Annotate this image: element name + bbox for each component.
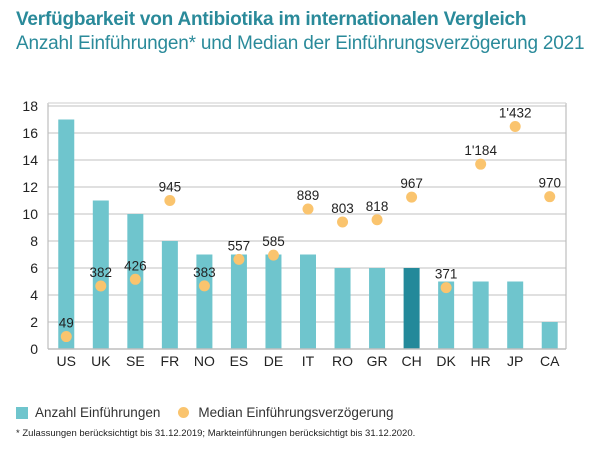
dot-it	[302, 203, 314, 215]
legend: Anzahl Einführungen Median Einführungsve…	[16, 405, 393, 420]
dots: 49 382 426 945 383 557 585 889 803 818 967 371 1'184…	[59, 106, 561, 343]
bar-uk	[92, 200, 109, 349]
dot-label: 382	[90, 265, 113, 280]
bar-jp	[507, 281, 524, 349]
bars	[58, 119, 558, 349]
y-tick-label: 6	[30, 260, 38, 276]
x-tick-label: ES	[230, 353, 249, 369]
dot-hr	[475, 158, 487, 170]
bar-de	[265, 254, 282, 349]
y-tick-label: 14	[22, 152, 38, 168]
dot-label: 585	[262, 234, 285, 249]
dot-label: 803	[331, 201, 354, 216]
bar-no	[196, 254, 213, 349]
dot-gr	[371, 214, 383, 226]
chart-title: Verfügbarkeit von Antibiotika im interna…	[16, 9, 527, 30]
dot-label: 383	[193, 265, 216, 280]
dot-ch	[406, 191, 418, 203]
legend-bar-swatch	[16, 406, 28, 419]
dot-no	[198, 280, 210, 292]
dot-ca	[544, 191, 556, 203]
dot-fr	[164, 194, 176, 206]
dot-label: 967	[400, 176, 423, 191]
x-tick-label: SE	[126, 353, 145, 369]
x-tick-label: GR	[367, 353, 388, 369]
x-tick-label: UK	[91, 353, 111, 369]
x-axis-ticks: US UK SE FR NO ES DE IT RO GR CH DK HR JP CA	[57, 353, 561, 369]
x-tick-label: US	[57, 353, 76, 369]
dot-jp	[509, 121, 521, 133]
chart-area: 0 2 4 6 8 10 12 14 16 18 US UK SE FR NO ES DE IT RO GR CH DK…	[22, 98, 567, 369]
y-tick-label: 18	[22, 98, 38, 114]
plot-frame	[47, 102, 567, 350]
x-tick-label: CH	[401, 353, 421, 369]
y-tick-label: 8	[30, 233, 38, 249]
dot-uk	[95, 280, 107, 292]
bar-ca	[541, 322, 558, 349]
y-tick-label: 2	[30, 314, 38, 330]
chart-subtitle: Anzahl Einführungen* und Median der Einf…	[16, 33, 585, 54]
y-axis-ticks: 0 2 4 6 8 10 12 14 16 18	[22, 98, 38, 357]
bar-it	[300, 254, 316, 349]
dot-label: 426	[124, 258, 147, 273]
dot-label: 945	[159, 179, 182, 194]
bar-ch	[403, 268, 420, 349]
legend-dot-swatch	[178, 407, 190, 418]
footnote: * Zulassungen berücksichtigt bis 31.12.2…	[16, 428, 416, 439]
legend-dot-label: Median Einführungsverzögerung	[198, 405, 394, 420]
bar-es	[230, 254, 247, 349]
dot-se	[129, 273, 141, 285]
x-tick-label: IT	[302, 353, 315, 369]
dot-label: 1'184	[464, 143, 497, 158]
bar-gr	[369, 268, 386, 349]
dot-es	[233, 253, 245, 265]
dot-label: 818	[366, 199, 389, 214]
x-tick-label: JP	[507, 353, 523, 369]
bar-hr	[472, 281, 489, 349]
y-tick-label: 16	[22, 125, 38, 141]
dot-de	[267, 249, 279, 261]
dot-label: 49	[59, 316, 74, 331]
bar-fr	[161, 241, 178, 349]
y-tick-label: 0	[30, 341, 38, 357]
x-tick-label: DE	[264, 353, 283, 369]
dot-dk	[440, 282, 452, 294]
x-tick-label: RO	[332, 353, 353, 369]
x-tick-label: DK	[436, 353, 456, 369]
dot-label: 889	[297, 188, 320, 203]
bar-us	[58, 119, 75, 349]
x-tick-label: CA	[540, 353, 560, 369]
x-tick-label: HR	[471, 353, 491, 369]
dot-label: 970	[538, 176, 561, 191]
y-tick-label: 4	[30, 287, 38, 303]
dot-label: 1'432	[499, 106, 532, 121]
dot-us	[60, 331, 72, 343]
y-tick-label: 12	[22, 179, 38, 195]
x-tick-label: FR	[161, 353, 180, 369]
dot-label: 557	[228, 238, 251, 253]
dot-ro	[337, 216, 349, 228]
legend-bar-label: Anzahl Einführungen	[35, 405, 161, 420]
y-tick-label: 10	[22, 206, 38, 222]
dot-label: 371	[435, 267, 458, 282]
bar-dk	[438, 281, 455, 349]
bar-ro	[334, 268, 351, 349]
x-tick-label: NO	[194, 353, 215, 369]
